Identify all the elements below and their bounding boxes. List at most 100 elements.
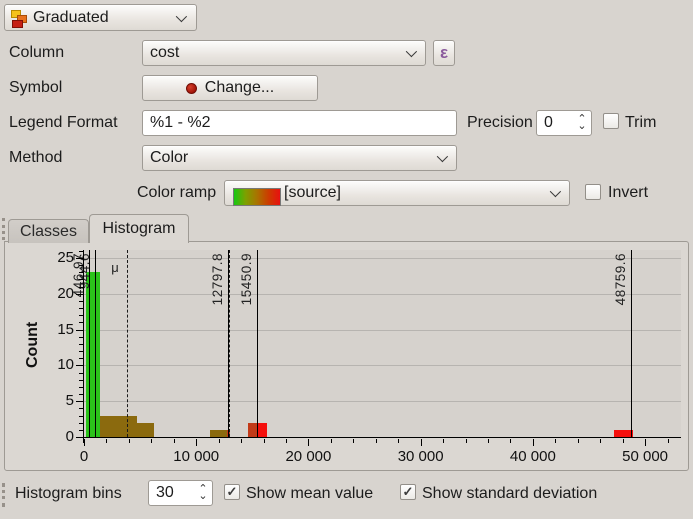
column-combo[interactable]: cost	[142, 40, 426, 66]
chevron-down-icon	[175, 10, 188, 22]
x-major-tick	[84, 439, 85, 446]
y-minor-tick	[79, 279, 83, 281]
y-minor-tick	[79, 379, 83, 381]
count-axis-label: Count	[24, 321, 41, 369]
y-major-tick	[76, 437, 83, 438]
y-major-tick	[76, 293, 83, 295]
x-major-tick	[532, 439, 534, 446]
y-minor-tick	[79, 250, 83, 252]
histogram-bar	[247, 422, 258, 437]
stddev-line	[229, 250, 231, 437]
y-tick-label: 25	[57, 248, 74, 266]
x-tick-label: 40 000	[509, 448, 556, 465]
x-minor-tick	[285, 439, 287, 443]
y-minor-tick	[79, 343, 83, 345]
trim-checkbox[interactable]	[603, 113, 619, 129]
histogram-bins-spinner[interactable]: 30 ⌃ ⌄	[148, 480, 213, 506]
x-major-tick	[645, 439, 647, 446]
method-label: Method	[9, 149, 63, 166]
y-tick-label: 10	[57, 356, 74, 374]
histogram-bar	[137, 422, 155, 437]
y-minor-tick	[79, 315, 83, 317]
y-minor-tick	[79, 429, 83, 431]
chevron-down-icon	[405, 45, 418, 58]
class-break-label: 15450.9	[239, 253, 255, 306]
color-ramp-combo[interactable]: [source]	[224, 180, 570, 206]
tab-classes-label: Classes	[20, 222, 77, 240]
expression-button[interactable]: ε	[433, 40, 455, 66]
histogram-bar	[210, 429, 227, 437]
renderer-type-label: Graduated	[33, 8, 109, 26]
renderer-type-combo[interactable]: Graduated	[4, 4, 197, 31]
column-value: cost	[150, 44, 180, 61]
x-minor-tick	[218, 439, 220, 443]
y-axis	[83, 250, 84, 443]
column-label: Column	[9, 44, 65, 61]
y-minor-tick	[79, 422, 83, 424]
x-tick-label: 30 000	[397, 448, 444, 465]
change-symbol-button[interactable]: Change...	[142, 75, 318, 101]
spinner-arrows-icon[interactable]: ⌃ ⌄	[198, 483, 208, 502]
color-ramp-value: [source]	[284, 184, 341, 201]
show-mean-label: Show mean value	[246, 485, 374, 502]
class-break-line	[631, 250, 633, 437]
splitter-grip[interactable]	[2, 483, 5, 507]
y-minor-tick	[79, 265, 83, 267]
mean-line	[127, 250, 129, 437]
trim-label: Trim	[625, 114, 657, 131]
gridline	[84, 365, 681, 367]
y-major-tick	[76, 401, 83, 403]
histogram-bar	[257, 422, 268, 437]
y-minor-tick	[79, 408, 83, 410]
y-minor-tick	[79, 351, 83, 353]
gridline	[84, 401, 681, 403]
precision-value: 0	[544, 114, 553, 131]
precision-spinner[interactable]: 0 ⌃ ⌄	[536, 110, 592, 136]
x-minor-tick	[443, 439, 445, 443]
y-minor-tick	[79, 336, 83, 338]
legend-format-input[interactable]: %1 - %2	[142, 110, 457, 136]
x-minor-tick	[128, 439, 130, 443]
x-minor-tick	[263, 439, 265, 443]
graduated-icon	[11, 9, 27, 28]
tab-classes[interactable]: Classes	[8, 219, 89, 243]
x-minor-tick	[353, 439, 355, 443]
y-minor-tick	[79, 415, 83, 417]
histogram-bar	[613, 429, 633, 437]
x-minor-tick	[375, 439, 377, 443]
x-minor-tick	[667, 439, 669, 443]
splitter-grip[interactable]	[2, 218, 5, 240]
precision-label: Precision	[467, 114, 533, 131]
x-minor-tick	[173, 439, 175, 443]
y-minor-tick	[79, 372, 83, 374]
invert-checkbox[interactable]	[585, 184, 601, 200]
legend-format-label: Legend Format	[9, 114, 118, 131]
x-major-tick	[308, 439, 310, 446]
tab-histogram[interactable]: Histogram	[89, 214, 189, 243]
class-break-label: 12797.8	[209, 253, 225, 306]
y-tick-label: 15	[57, 320, 74, 338]
class-break-line	[257, 250, 259, 437]
spinner-arrows-icon[interactable]: ⌃ ⌄	[577, 113, 587, 132]
x-minor-tick	[151, 439, 153, 443]
legend-format-value: %1 - %2	[150, 114, 211, 131]
y-minor-tick	[79, 322, 83, 324]
x-tick-label: 50 000	[622, 448, 669, 465]
change-symbol-label: Change...	[204, 79, 275, 96]
y-minor-tick	[79, 300, 83, 302]
mean-checkbox[interactable]: ✓	[224, 484, 240, 500]
y-tick-label: 20	[57, 284, 74, 302]
y-major-tick	[76, 365, 83, 367]
class-break-line	[227, 250, 229, 437]
x-minor-tick	[241, 439, 243, 443]
y-minor-tick	[79, 286, 83, 288]
x-minor-tick	[487, 439, 489, 443]
method-combo[interactable]: Color	[142, 145, 457, 171]
stddev-checkbox[interactable]: ✓	[400, 484, 416, 500]
x-major-tick	[420, 439, 422, 446]
invert-label: Invert	[608, 184, 649, 201]
x-minor-tick	[330, 439, 332, 443]
class-break-line	[89, 250, 91, 437]
y-minor-tick	[79, 308, 83, 310]
y-major-tick	[76, 329, 83, 331]
